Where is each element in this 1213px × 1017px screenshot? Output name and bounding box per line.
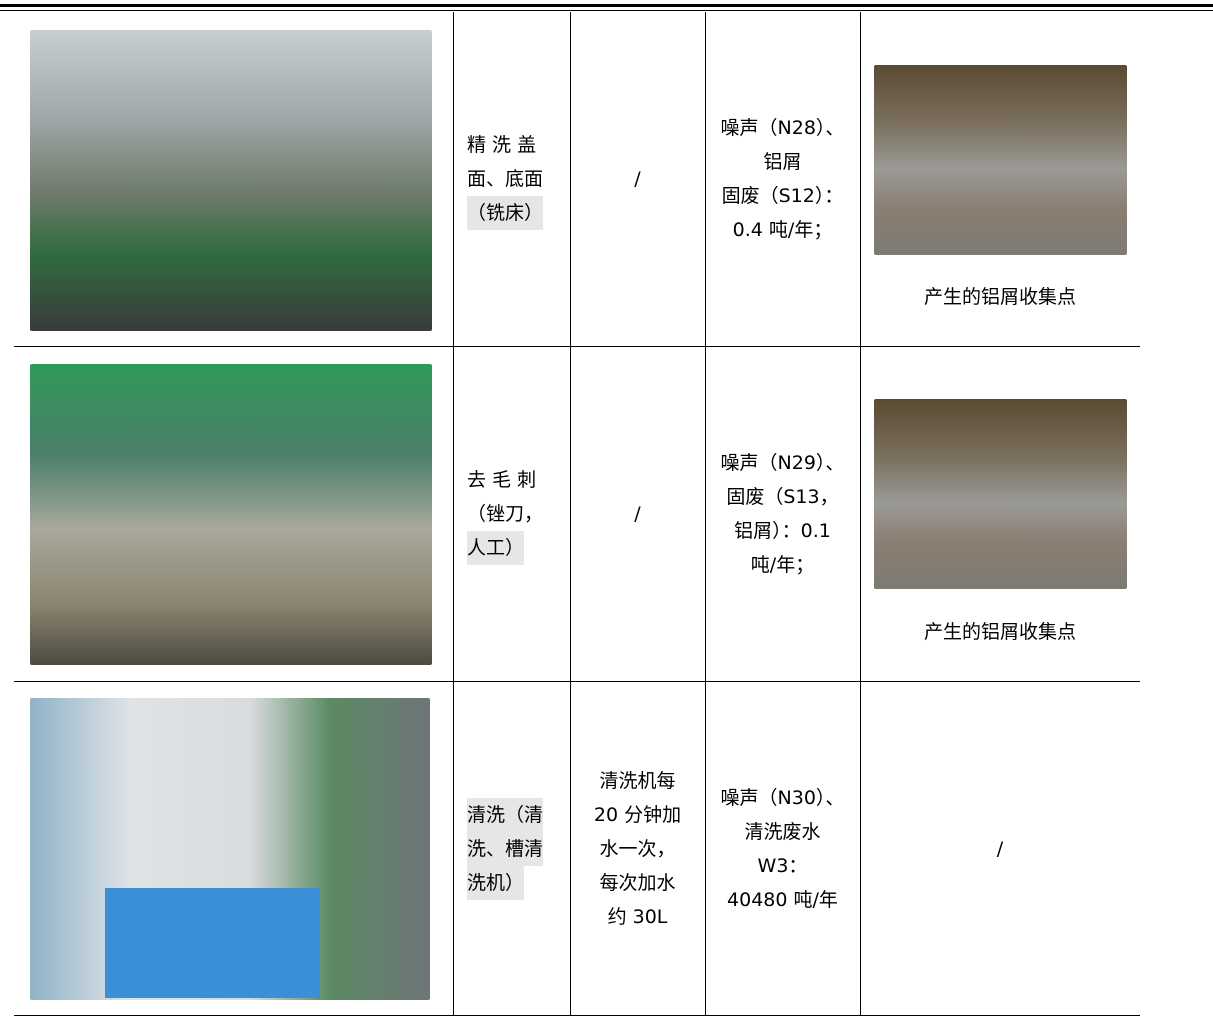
cell-line: （铣床）	[467, 196, 544, 230]
cell-line: /	[634, 168, 641, 190]
photo-deburring	[30, 364, 432, 665]
washer-base	[105, 888, 320, 998]
photo-caption: 产生的铝屑收集点	[923, 286, 1076, 308]
row-rule	[14, 681, 1140, 682]
pollution-cell: 噪声（N29）、 固废（S13， 铝屑）：0.1 吨/年；	[705, 347, 860, 681]
cell-line: 清洗废水	[744, 821, 821, 843]
cell-line: 40480 吨/年	[727, 889, 838, 911]
process-cell: 去 毛 刺 （锉刀， 人工）	[453, 347, 570, 681]
photo-washer	[30, 698, 430, 1000]
cell-line: 清洗机每	[599, 770, 676, 792]
cell-line: 精 洗 盖	[467, 134, 537, 156]
col-rule	[570, 12, 571, 1016]
cell-line: 固废（S12）：	[721, 185, 844, 207]
water-cell: 清洗机每 20 分钟加 水一次， 每次加水约 30L	[570, 682, 705, 1016]
cell-line: 固废（S13，	[726, 486, 839, 508]
row-rule	[14, 1015, 1140, 1016]
cell-line: 噪声（N30）、	[720, 787, 845, 809]
cell-line: 噪声（N29）、	[720, 452, 845, 474]
cell-line: （锉刀，	[467, 503, 544, 525]
cell-line: /	[634, 503, 641, 525]
cell-line: 清洗（清	[467, 798, 544, 832]
pollution-cell: 噪声（N28）、 铝屑固废（S12）： 0.4 吨/年；	[705, 12, 860, 346]
cell-line: 铝屑	[763, 151, 802, 173]
col-rule	[453, 12, 454, 1016]
photo-milling	[30, 30, 432, 331]
cell-line: 洗、槽清	[467, 832, 544, 866]
cell-line: 0.4 吨/年；	[732, 219, 833, 241]
col-rule	[705, 12, 706, 1016]
photo-caption: 产生的铝屑收集点	[923, 621, 1076, 643]
photo-caption: /	[996, 838, 1004, 860]
cell-line: 吨/年；	[750, 554, 815, 576]
photo-chips	[874, 65, 1127, 255]
process-cell: 清洗（清 洗、槽清 洗机）	[453, 682, 570, 1016]
cell-line: 面、底面	[467, 168, 544, 190]
cell-line: 20 分钟加	[593, 804, 682, 826]
top-rule	[0, 4, 1213, 7]
cell-line: 约 30L	[607, 906, 668, 928]
water-cell: /	[570, 12, 705, 346]
row-rule	[14, 346, 1140, 347]
cell-line: W3：	[757, 855, 808, 877]
cell-line: 每次加水	[599, 872, 676, 894]
water-cell: /	[570, 347, 705, 681]
cell-line: 去 毛 刺	[467, 469, 537, 491]
cell-line: 水一次，	[599, 838, 676, 860]
cell-line: 人工）	[467, 531, 525, 565]
col-rule	[860, 12, 861, 1016]
process-cell: 精 洗 盖面、底面 （铣床）	[453, 12, 570, 346]
pollution-cell: 噪声（N30）、 清洗废水 W3： 40480 吨/年	[705, 682, 860, 1016]
top-rule-thin	[0, 10, 1213, 11]
photo-chips	[874, 399, 1127, 589]
cell-line: 噪声（N28）、	[720, 117, 845, 139]
cell-line: 洗机）	[467, 866, 525, 900]
cell-line: 铝屑）：0.1	[734, 520, 831, 542]
